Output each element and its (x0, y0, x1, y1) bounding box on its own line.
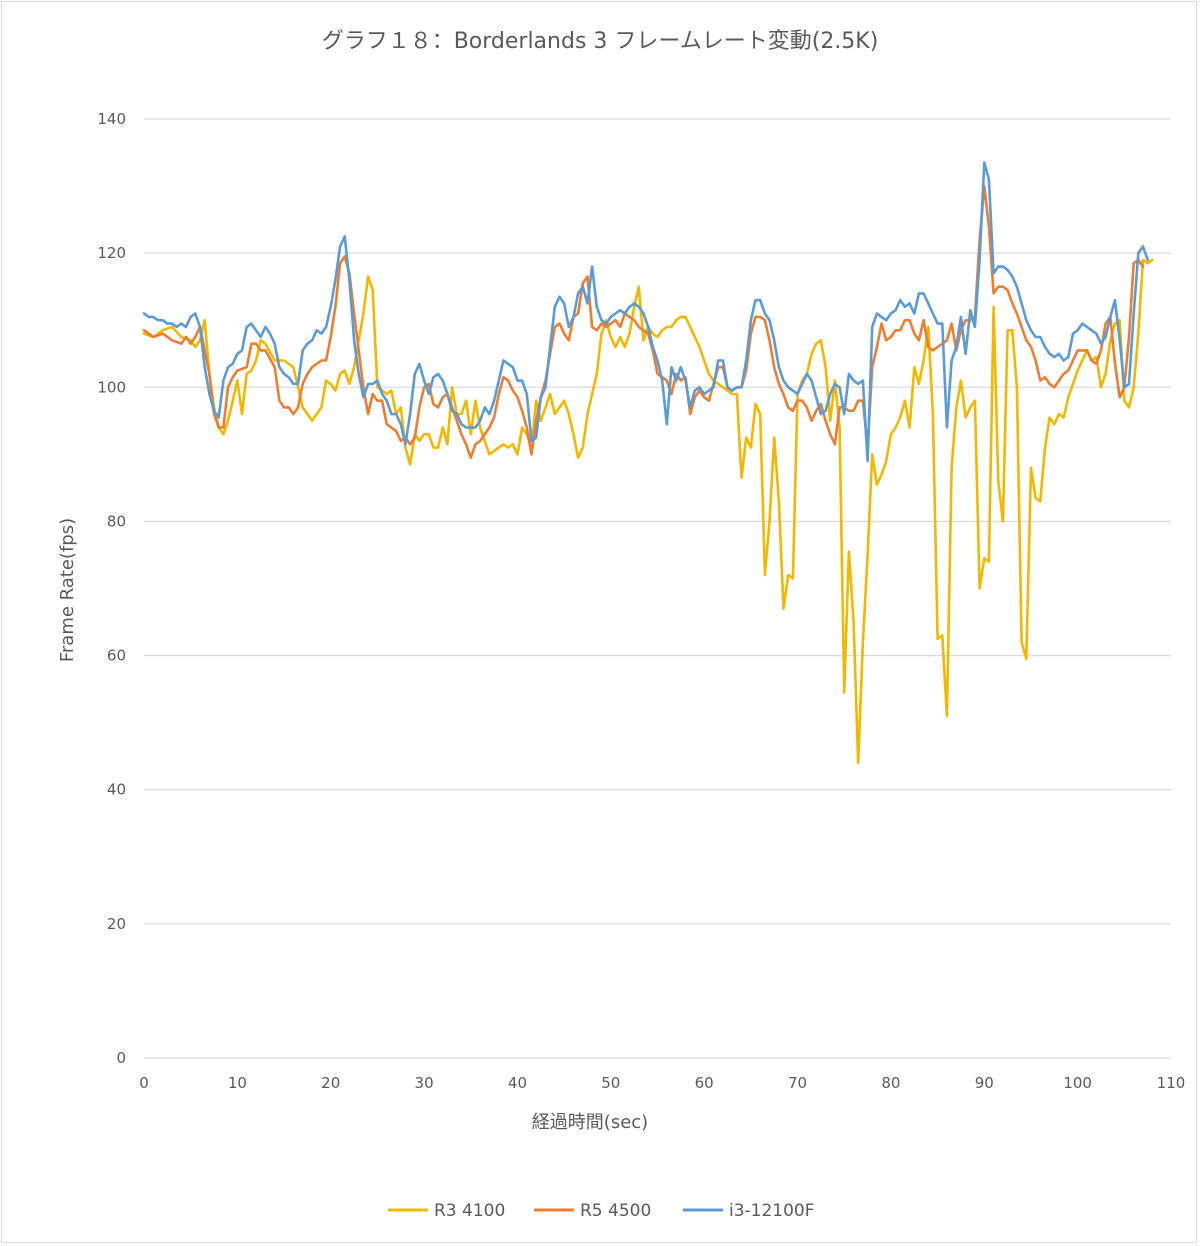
series-lines (142, 161, 1154, 765)
x-tick-label: 40 (508, 1074, 527, 1092)
x-tick-label: 100 (1063, 1074, 1092, 1092)
y-axis-ticks: 0 20 40 60 80 100 120 140 (97, 110, 126, 1067)
x-tick-label: 0 (139, 1074, 149, 1092)
series-line-1 (142, 258, 1154, 765)
x-tick-label: 50 (601, 1074, 620, 1092)
legend-label: R3 4100 (434, 1201, 505, 1221)
x-tick-label: 20 (321, 1074, 340, 1092)
y-tick-label: 140 (97, 110, 126, 128)
y-tick-label: 20 (107, 915, 126, 933)
y-tick-label: 0 (116, 1049, 126, 1067)
y-tick-label: 100 (97, 378, 126, 396)
y-axis-title: Frame Rate(fps) (57, 518, 78, 662)
series-line-3 (142, 161, 1149, 463)
legend-label: R5 4500 (580, 1201, 651, 1221)
x-tick-label: 60 (695, 1074, 714, 1092)
x-tick-label: 110 (1157, 1074, 1186, 1092)
x-tick-label: 90 (975, 1074, 994, 1092)
legend: R3 4100 R5 4500 i3-12100F (388, 1201, 815, 1221)
x-axis-ticks: 0 10 20 30 40 50 60 70 80 90 100 110 (139, 1074, 1185, 1092)
y-tick-label: 60 (107, 647, 126, 665)
legend-label: i3-12100F (729, 1201, 815, 1221)
y-tick-label: 40 (107, 781, 126, 799)
x-tick-label: 10 (228, 1074, 247, 1092)
x-tick-label: 80 (881, 1074, 900, 1092)
y-tick-label: 120 (97, 244, 126, 262)
gridlines (144, 118, 1171, 1059)
chart-title: グラフ１８：Borderlands 3 フレームレート変動(2.5K) (322, 29, 879, 54)
y-tick-label: 80 (107, 512, 126, 530)
x-tick-label: 30 (415, 1074, 434, 1092)
x-axis-title: 経過時間(sec) (532, 1112, 648, 1133)
x-tick-label: 70 (788, 1074, 807, 1092)
